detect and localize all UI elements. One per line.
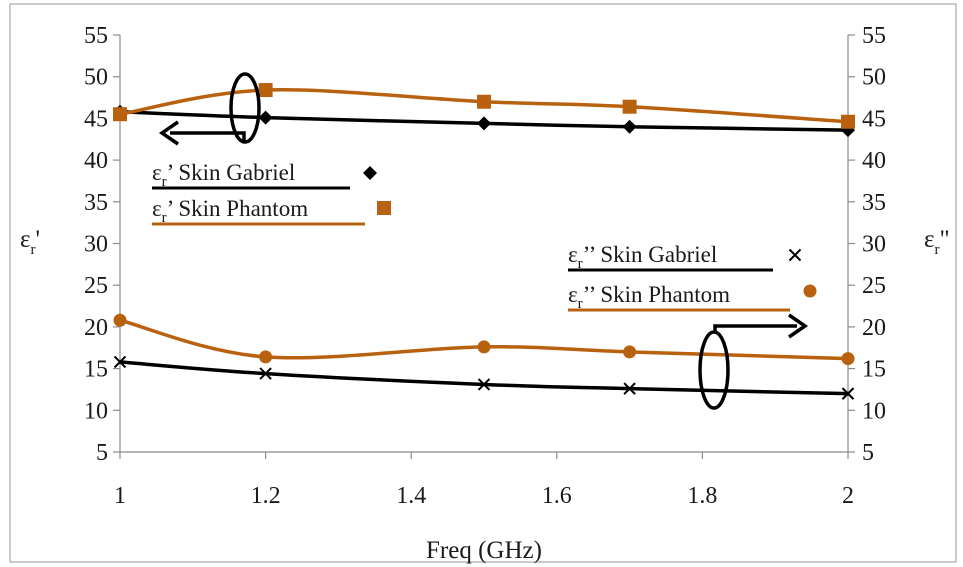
legend-label-symbol: ε	[568, 282, 578, 307]
y-left-tick-label: 15	[84, 357, 108, 383]
marker-x-stroke	[113, 355, 127, 369]
y-right-tick-label: 50	[862, 65, 886, 91]
y-left-tick-label: 40	[84, 148, 108, 174]
marker-x-stroke	[259, 367, 272, 380]
y-right-tick-label: 25	[862, 273, 886, 299]
axes	[113, 34, 855, 459]
series-er2-gabriel-legend-marker	[788, 248, 802, 262]
series-er2-phantom-point	[113, 313, 127, 327]
y-right-tick-label: 45	[862, 106, 886, 132]
y-left-tick-label: 20	[84, 315, 108, 341]
x-tick-label: 1.2	[251, 483, 281, 509]
series-er1-phantom-point	[622, 99, 637, 114]
legend-label-symbol: ε	[152, 160, 162, 185]
y-left-tick-label: 25	[84, 273, 108, 299]
series-er2-gabriel-point	[623, 382, 636, 395]
x-tick-label: 1.6	[542, 483, 572, 509]
y-left-axis-title-symbol: ε	[20, 226, 31, 253]
series-er1-gabriel-legend-marker	[363, 166, 377, 180]
legend-label-symbol: ε	[568, 242, 578, 267]
y-right-tick-label: 15	[862, 357, 886, 383]
series-er1-gabriel-legend-label: εr’ Skin Gabriel	[152, 160, 295, 190]
y-right-axis-title-symbol: ε	[924, 226, 935, 253]
annotations	[158, 72, 809, 410]
legend-label-text: ’’ Skin Phantom	[583, 282, 730, 307]
y-right-axis-title-suffix: "	[940, 226, 950, 253]
y-left-tick-label: 5	[96, 440, 108, 466]
y-right-axis-title-subscript: r	[935, 242, 940, 258]
series-er1-phantom-point	[258, 83, 273, 98]
y-right-tick-label: 30	[862, 232, 886, 258]
series-er2-phantom-legend-marker	[803, 284, 817, 298]
series-er2-gabriel-point	[477, 378, 491, 391]
series-er2-phantom-point	[623, 345, 637, 359]
y-left-axis-title: εr'	[20, 226, 40, 258]
series-er1-gabriel-point	[841, 123, 855, 138]
series-er1-phantom-legend-marker	[377, 201, 391, 215]
series-er2-gabriel-point	[841, 387, 855, 400]
series-er2-gabriel-point	[113, 355, 127, 369]
series-er2-phantom-legend-label: εr’’ Skin Phantom	[568, 282, 730, 312]
series-er2-phantom-point	[841, 352, 855, 366]
y-right-tick-label: 20	[862, 315, 886, 341]
y-right-tick-label: 40	[862, 148, 886, 174]
y-right-tick-label: 10	[862, 398, 886, 424]
series-er2-gabriel-point	[259, 367, 272, 380]
right-group-ellipse	[698, 330, 730, 410]
marker-x-stroke	[841, 387, 855, 400]
marker-x-stroke	[477, 378, 491, 391]
y-left-tick-label: 45	[84, 106, 108, 132]
series-er1-gabriel-point	[258, 110, 273, 125]
right-arrow-head	[788, 313, 809, 339]
right-arrow-line	[713, 324, 797, 332]
marker-x-stroke	[623, 382, 636, 395]
series-er2-gabriel-line	[119, 360, 849, 396]
y-left-tick-label: 50	[84, 65, 108, 91]
y-left-tick-label: 35	[84, 190, 108, 216]
legend-label-subscript: r	[162, 174, 167, 190]
legend-label-subscript: r	[578, 256, 583, 272]
series-er2-gabriel-legend-label: εr’’ Skin Gabriel	[568, 242, 717, 272]
x-tick-label: 2	[842, 483, 854, 509]
series-er1-phantom-point	[477, 94, 491, 109]
y-left-tick-label: 10	[84, 398, 108, 424]
legend-label-text: ’’ Skin Gabriel	[583, 242, 718, 267]
axis-titles: εr' εr"Freq (GHz)	[20, 226, 950, 564]
y-right-axis-title: εr"	[924, 226, 950, 258]
legend-label-text: ’ Skin Gabriel	[167, 160, 296, 185]
series-er1-gabriel-point	[477, 116, 491, 131]
marker-x-stroke	[788, 248, 802, 262]
x-tick-label: 1.8	[687, 483, 717, 509]
y-right-tick-label: 35	[862, 190, 886, 216]
series-layer	[113, 83, 855, 400]
x-axis-title: Freq (GHz)	[426, 537, 542, 564]
legend-label-text: ’ Skin Phantom	[167, 196, 309, 221]
legend-label-subscript: r	[578, 296, 583, 312]
series-er1-phantom-point	[113, 107, 127, 122]
chart-border	[9, 3, 957, 563]
left-arrow-line	[170, 131, 246, 142]
left-arrow-head	[158, 120, 179, 146]
series-er2-phantom-point	[259, 350, 273, 364]
series-er1-phantom-legend-label: εr’ Skin Phantom	[152, 196, 308, 226]
y-right-tick-label: 5	[862, 440, 874, 466]
series-er1-phantom-point	[841, 114, 855, 129]
legend-label-symbol: ε	[152, 196, 162, 221]
y-left-tick-label: 30	[84, 232, 108, 258]
series-er2-phantom-point	[477, 340, 491, 354]
x-tick-label: 1	[114, 483, 126, 509]
y-left-axis-title-suffix: '	[36, 226, 41, 253]
y-right-tick-label: 55	[862, 23, 886, 49]
legend-label-subscript: r	[162, 210, 167, 226]
x-tick-label: 1.4	[396, 483, 426, 509]
series-er1-gabriel-point	[622, 119, 637, 134]
y-left-axis-title-subscript: r	[31, 242, 36, 258]
y-left-tick-label: 55	[84, 23, 108, 49]
